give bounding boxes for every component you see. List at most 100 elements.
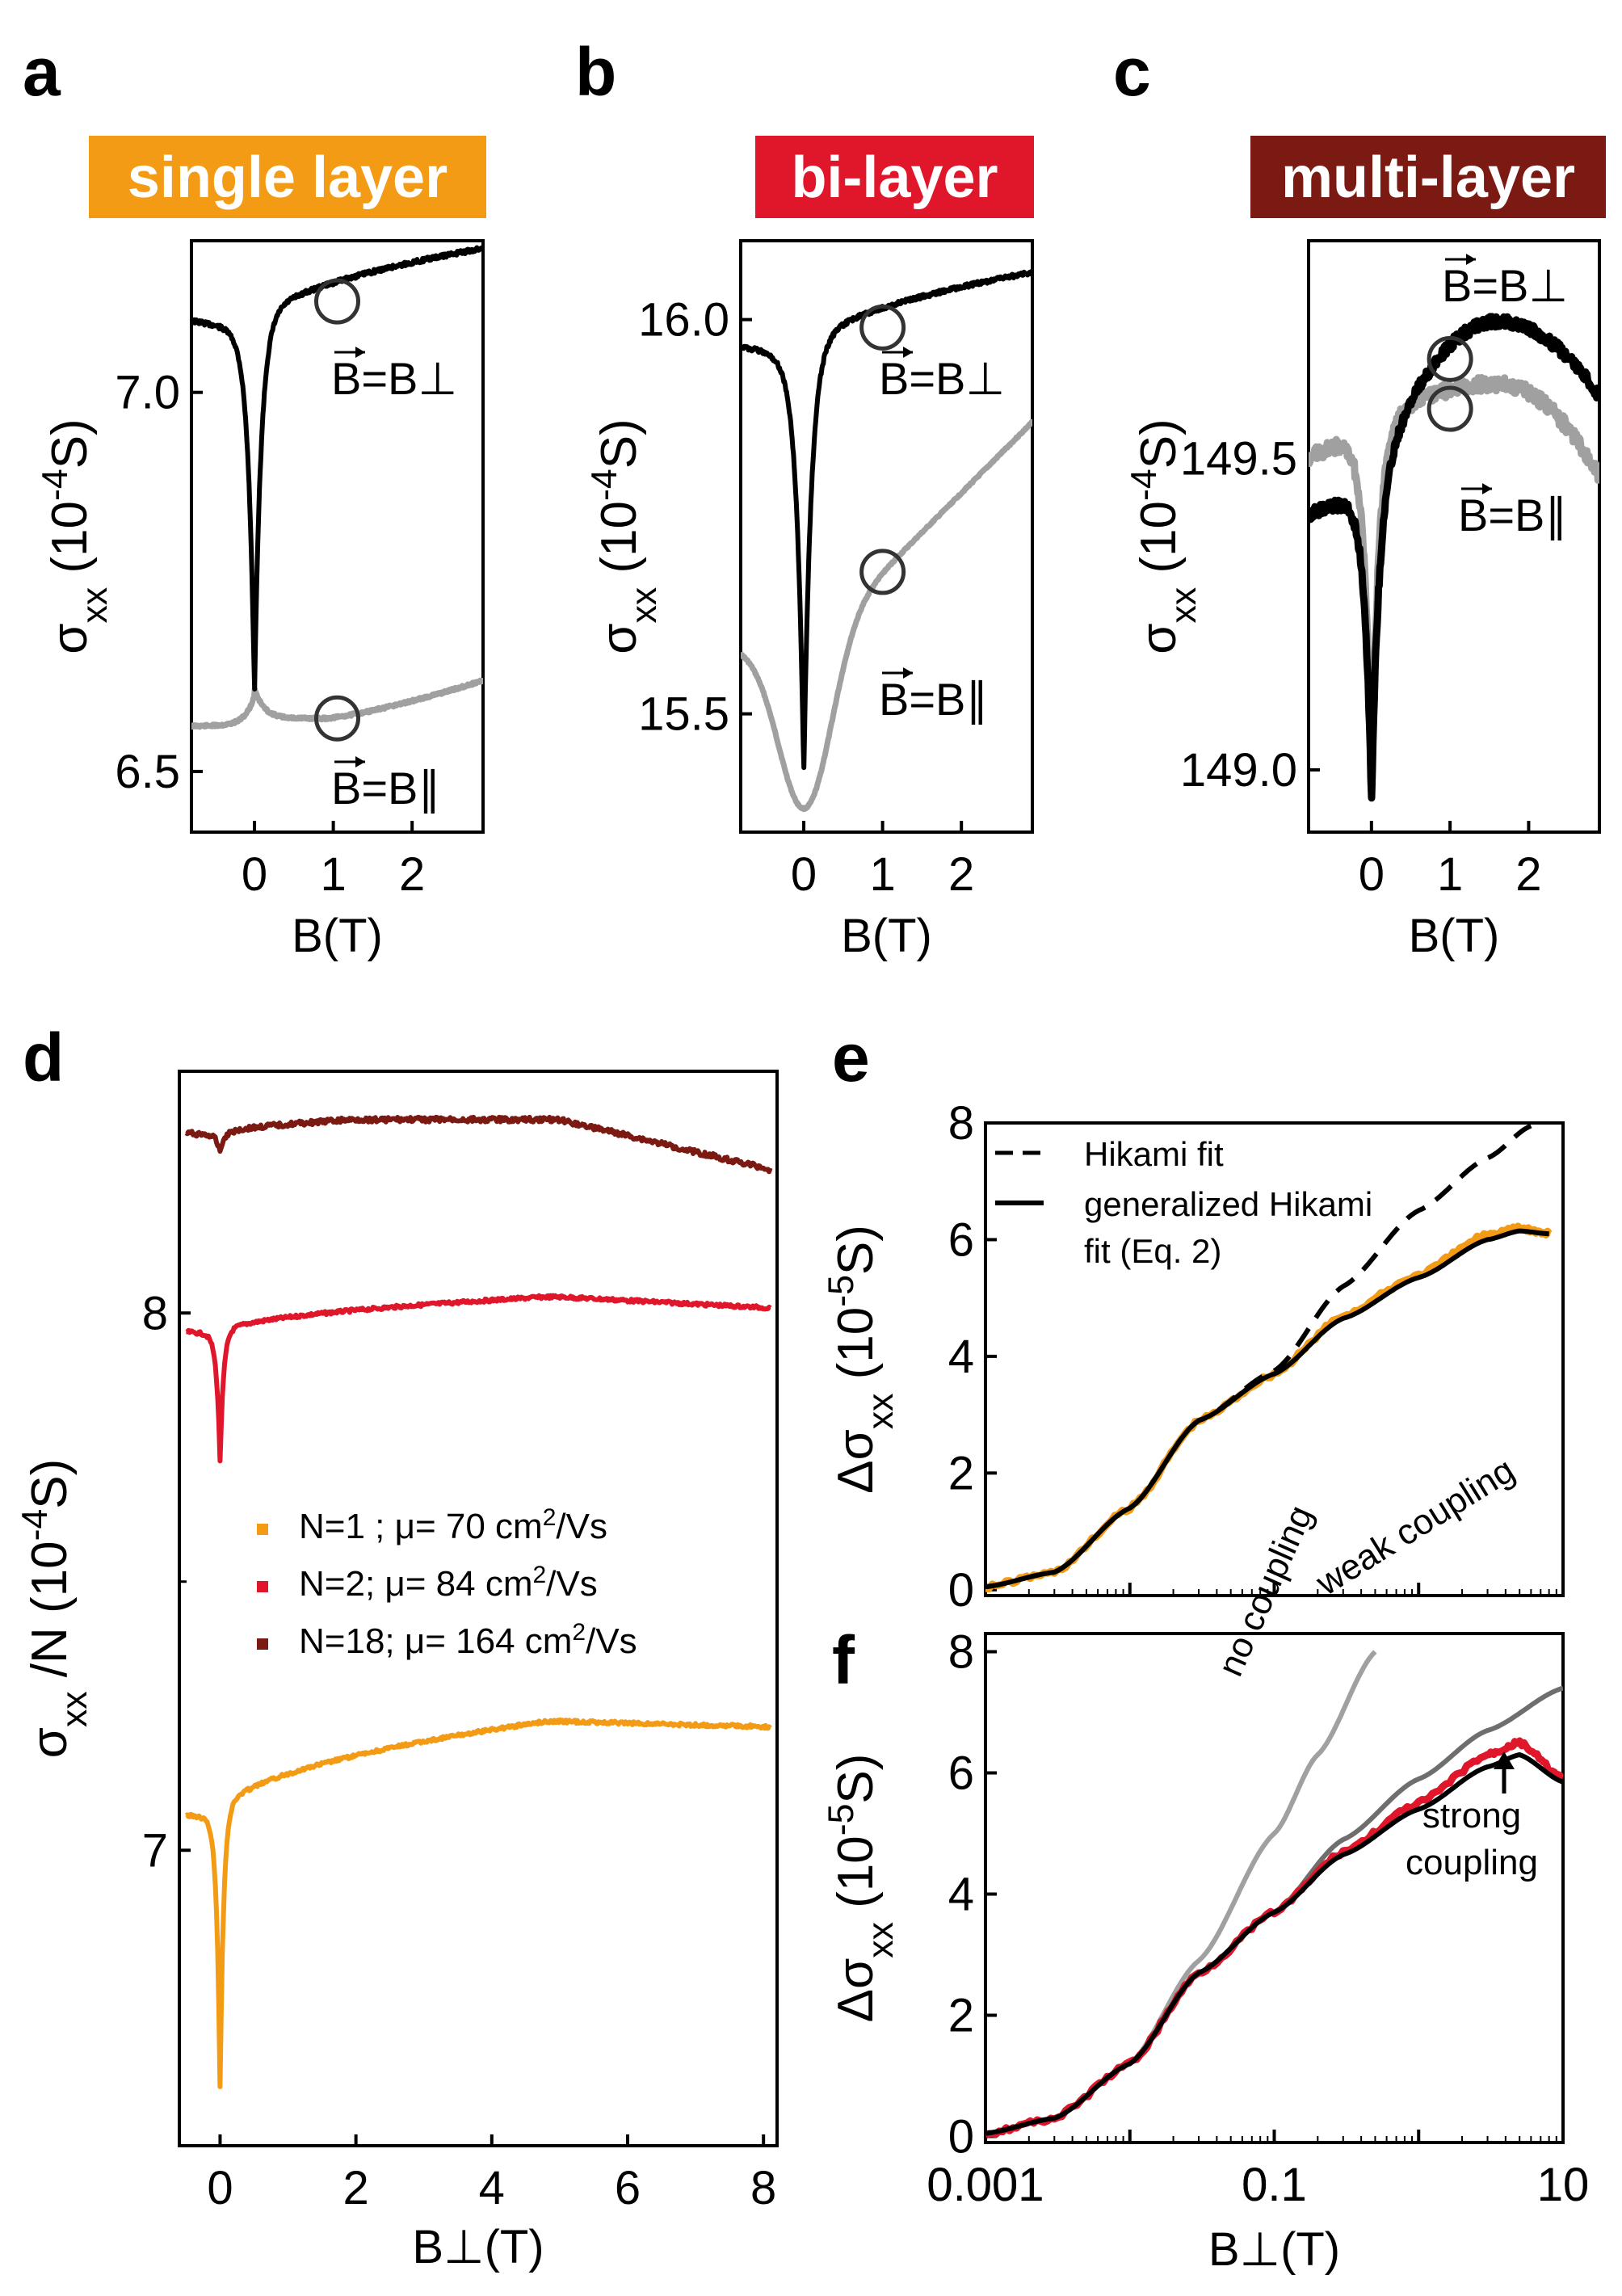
y-axis-label: σxx (10-4S) <box>36 418 115 654</box>
x-tick-label: 0 <box>1359 848 1385 901</box>
panel-title: single layer <box>128 145 448 210</box>
x-tick-label: 8 <box>750 2162 776 2214</box>
legend-tail: /Vs <box>546 1564 598 1604</box>
y-label-part: xx <box>624 587 664 624</box>
series-b-perp <box>191 245 483 692</box>
marker-circle-icon <box>1427 335 1473 382</box>
y-label-part: S) <box>828 1754 884 1804</box>
series-2 <box>184 1717 772 2089</box>
y-label-part: xx <box>55 1691 95 1727</box>
x-tick-label: 0 <box>207 2162 233 2214</box>
y-label-part: (10 <box>828 1836 884 1922</box>
y-tick-label: 8 <box>948 1097 974 1150</box>
vector-arrowhead-icon <box>355 756 365 767</box>
y-axis-label: σxx /N (10-4S) <box>15 1459 95 1759</box>
panel-title-bg <box>89 136 486 218</box>
panel-letter-f: f <box>832 1622 855 1698</box>
marker-circle-icon <box>314 695 360 742</box>
y-tick-label: 6 <box>948 1213 974 1266</box>
x-tick-label: 6 <box>615 2162 641 2214</box>
y-axis-label: Δσxx (10-5S) <box>822 1754 901 2023</box>
legend-tail: /Vs <box>556 1507 607 1546</box>
y-tick-label: 149.5 <box>1180 433 1297 486</box>
vector-arrowhead-icon <box>903 347 913 358</box>
y-tick-label: 149.0 <box>1180 744 1297 797</box>
vector-arrowhead-icon <box>1466 254 1476 265</box>
legend-sup: 2 <box>572 1619 586 1646</box>
plot-frame <box>1307 239 1601 834</box>
x-axis-label: B(T) <box>1409 910 1500 962</box>
y-label-part: -5 <box>822 1804 861 1836</box>
legend-swatch <box>257 1638 268 1650</box>
vector-arrowhead-icon <box>903 667 913 679</box>
x-axis-label: B(T) <box>292 910 383 962</box>
marker-circle-icon <box>314 278 360 325</box>
x-tick-label: 2 <box>343 2162 369 2214</box>
x-tick-label: 0.001 <box>927 2159 1044 2211</box>
x-tick-label: 0 <box>791 848 817 901</box>
vector-arrowhead-icon <box>355 347 365 358</box>
marker-circle-icon <box>859 304 906 351</box>
y-tick-label: 16.0 <box>638 294 729 347</box>
panel-letter-d: d <box>23 1020 64 1095</box>
b-field-label: B=B⊥ <box>879 353 1005 404</box>
y-axis-label: Δσxx (10-5S) <box>822 1225 901 1494</box>
vector-arrowhead-icon <box>1482 483 1492 494</box>
panel-letter-b: b <box>575 34 616 110</box>
panel-d: 0 2 4 6 8 7 8 B⊥(T) σxx /N (10-4S) N=1 ; μ= 70 cm… <box>15 1070 779 2273</box>
y-label-part: -4 <box>585 469 624 501</box>
plot-area <box>191 245 483 730</box>
legend-tail: /Vs <box>586 1621 637 1661</box>
plot-area <box>985 1123 1553 1592</box>
legend-label: N=1 ; μ= 70 cm2/Vs <box>299 1504 607 1547</box>
plot-frame <box>178 1070 779 2147</box>
legend-sup: 2 <box>543 1504 557 1531</box>
series-b-parallel <box>1309 374 1599 796</box>
panel-e: 0 2 4 6 8 Δσxx (10-5S) Hikami fit generalized H… <box>822 1097 1565 1617</box>
series-b-parallel <box>191 677 483 730</box>
y-tick-label: 15.5 <box>638 688 729 741</box>
y-label-part: xx <box>861 1394 901 1430</box>
y-tick-label: 0 <box>948 1564 974 1617</box>
series-1 <box>184 1293 772 1464</box>
y-axis-label: σxx (10-4S) <box>585 418 664 654</box>
panel-b: bi-layer 0 1 2 15.5 16.0 B(T) σxx (10-4S) B=B⊥ B=… <box>585 136 1034 962</box>
series-b-parallel <box>741 418 1032 813</box>
x-tick-label: 1 <box>869 848 895 901</box>
x-axis-label: B(T) <box>841 910 932 962</box>
y-label-part: σ <box>22 1727 78 1758</box>
x-tick-label: 2 <box>1515 848 1541 901</box>
y-label-part: S) <box>591 418 647 469</box>
plot-area <box>1309 313 1599 802</box>
y-label-part: Δσ <box>828 1958 884 2023</box>
x-axis-label: B⊥(T) <box>412 2221 544 2273</box>
x-tick-label: 10 <box>1537 2159 1590 2211</box>
series-0 <box>184 1114 773 1175</box>
legend-swatch <box>257 1581 268 1592</box>
x-tick-label: 0.1 <box>1242 2159 1307 2211</box>
b-field-label: B=B⊥ <box>331 353 457 404</box>
x-tick-label: 0.001 <box>927 2159 1044 2211</box>
legend-label: N=18; μ= 164 cm2/Vs <box>299 1619 637 1662</box>
y-tick-label: 0 <box>948 2111 974 2164</box>
x-axis-label: B⊥(T) <box>1208 2223 1340 2276</box>
y-label-part: xx <box>861 1922 901 1958</box>
panel-letter-e: e <box>832 1020 870 1095</box>
marker-circle-icon <box>1427 385 1473 432</box>
y-label-part: (10 <box>1131 501 1187 587</box>
legend-label: generalized Hikami <box>1084 1185 1372 1223</box>
series-no-coupling <box>985 1650 1377 2136</box>
annotation-no-coupling: no coupling <box>1211 1499 1321 1682</box>
panel-a: single layer 0 1 2 6.5 7.0 B(T) σxx (10-4S) B=B⊥… <box>36 136 486 962</box>
y-label-part: xx <box>1164 587 1204 624</box>
legend-text: N=18; μ= 164 cm <box>299 1621 572 1661</box>
x-tick-label: 10 <box>1537 2159 1590 2211</box>
y-label-part: σ <box>42 623 98 654</box>
y-label-part: -5 <box>822 1275 861 1307</box>
panel-title-bg <box>1250 136 1606 218</box>
series-data <box>985 1222 1553 1592</box>
panel-c: multi-layer 0 1 2 149.0 149.5 B(T) σxx (10-4S) B… <box>1124 136 1606 962</box>
y-tick-label: 6 <box>948 1747 974 1800</box>
y-label-part: -4 <box>1124 469 1164 501</box>
